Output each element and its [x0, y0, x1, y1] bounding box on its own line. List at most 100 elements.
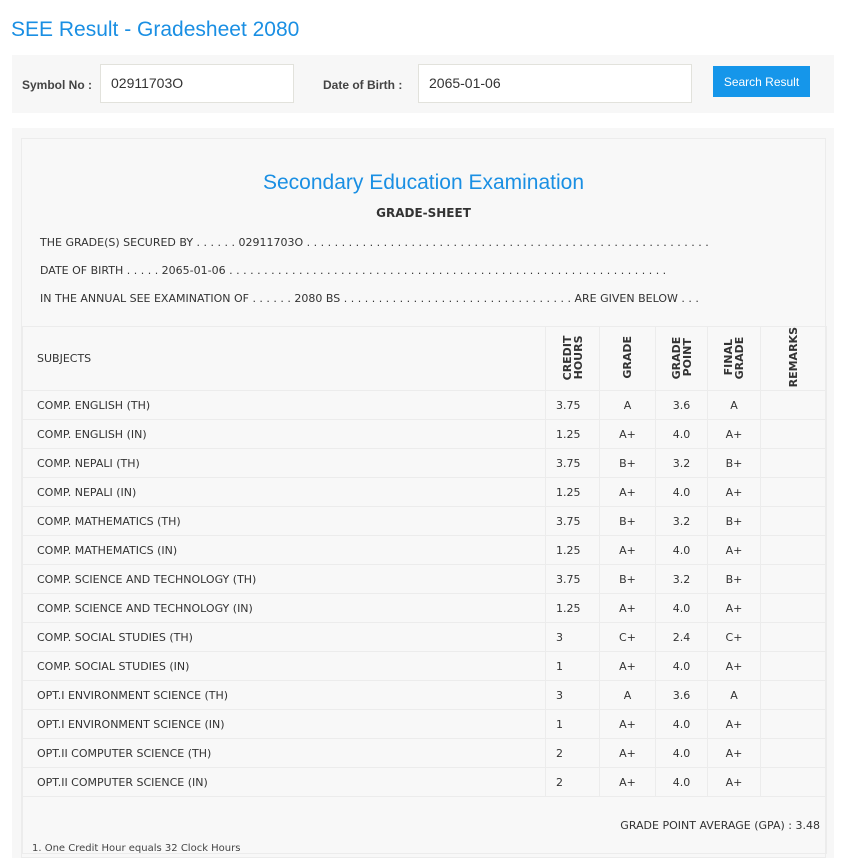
cell-grade: A+ — [599, 767, 656, 798]
cell-grade-point: 4.0 — [655, 767, 708, 798]
cell-grade: A+ — [599, 709, 656, 740]
cell-grade-point: 4.0 — [655, 477, 708, 508]
cell-final-grade: A+ — [707, 535, 761, 566]
cell-remarks — [760, 506, 827, 537]
cell-grade-point: 4.0 — [655, 709, 708, 740]
cell-remarks — [760, 651, 827, 682]
cell-final-grade: B+ — [707, 506, 761, 537]
table-row: COMP. SOCIAL STUDIES (TH) 3 C+ 2.4 C+ — [22, 622, 827, 653]
cell-remarks — [760, 564, 827, 595]
cell-remarks — [760, 448, 827, 479]
gpa: GRADE POINT AVERAGE (GPA) : 3.48 — [22, 796, 827, 855]
cell-credit-hours: 1.25 — [545, 477, 600, 508]
dob-input[interactable]: 2065-01-06 — [418, 64, 692, 103]
table-row: COMP. ENGLISH (TH) 3.75 A 3.6 A — [22, 390, 827, 421]
cell-grade-point: 4.0 — [655, 593, 708, 624]
cell-credit-hours: 3 — [545, 680, 600, 711]
cell-grade: C+ — [599, 622, 656, 653]
cell-final-grade: A — [707, 680, 761, 711]
cell-subject: COMP. ENGLISH (IN) — [22, 419, 546, 450]
search-form: Symbol No : 02911703O Date of Birth : 20… — [12, 55, 834, 113]
symbol-label: Symbol No : — [22, 78, 93, 92]
exam-line: IN THE ANNUAL SEE EXAMINATION OF . . . .… — [40, 292, 699, 305]
cell-credit-hours: 3.75 — [545, 506, 600, 537]
cell-grade: A+ — [599, 535, 656, 566]
cell-grade: A+ — [599, 419, 656, 450]
cell-credit-hours: 1.25 — [545, 419, 600, 450]
search-result-button[interactable]: Search Result — [713, 66, 810, 97]
cell-grade: A — [599, 680, 656, 711]
cell-subject: OPT.II COMPUTER SCIENCE (TH) — [22, 738, 546, 769]
cell-credit-hours: 3.75 — [545, 390, 600, 421]
cell-grade: A+ — [599, 738, 656, 769]
exam-title: Secondary Education Examination — [262, 171, 585, 194]
cell-credit-hours: 3.75 — [545, 564, 600, 595]
table-row: COMP. NEPALI (IN) 1.25 A+ 4.0 A+ — [22, 477, 827, 508]
table-header: SUBJECTS CREDIT HOURS GRADE GRADE POINT … — [22, 325, 827, 392]
cell-grade-point: 3.2 — [655, 506, 708, 537]
cell-grade: A — [599, 390, 656, 421]
grades-table: SUBJECTS CREDIT HOURS GRADE GRADE POINT … — [22, 325, 827, 855]
cell-grade-point: 3.6 — [655, 390, 708, 421]
table-row: COMP. ENGLISH (IN) 1.25 A+ 4.0 A+ — [22, 419, 827, 450]
cell-final-grade: A+ — [707, 651, 761, 682]
gradesheet-panel: Secondary Education Examination GRADE-SH… — [12, 128, 834, 858]
cell-grade-point: 3.6 — [655, 680, 708, 711]
cell-grade: B+ — [599, 564, 656, 595]
cell-grade-point: 4.0 — [655, 419, 708, 450]
header-final-grade: FINAL GRADE — [707, 325, 761, 392]
cell-remarks — [760, 709, 827, 740]
cell-subject: COMP. SCIENCE AND TECHNOLOGY (IN) — [22, 593, 546, 624]
table-row: OPT.I ENVIRONMENT SCIENCE (IN) 1 A+ 4.0 A+ — [22, 709, 827, 740]
cell-final-grade: A — [707, 390, 761, 421]
cell-remarks — [760, 622, 827, 653]
footnote: 1. One Credit Hour equals 32 Clock Hours — [32, 843, 241, 854]
table-row: COMP. MATHEMATICS (IN) 1.25 A+ 4.0 A+ — [22, 535, 827, 566]
table-row: COMP. SCIENCE AND TECHNOLOGY (IN) 1.25 A+ 4… — [22, 593, 827, 624]
cell-remarks — [760, 767, 827, 798]
cell-subject: OPT.I ENVIRONMENT SCIENCE (TH) — [22, 680, 546, 711]
cell-subject: OPT.I ENVIRONMENT SCIENCE (IN) — [22, 709, 546, 740]
cell-grade-point: 2.4 — [655, 622, 708, 653]
cell-credit-hours: 1 — [545, 709, 600, 740]
table-row: COMP. SCIENCE AND TECHNOLOGY (TH) 3.75 B+ 3… — [22, 564, 827, 595]
cell-final-grade: B+ — [707, 448, 761, 479]
cell-credit-hours: 1.25 — [545, 593, 600, 624]
cell-final-grade: A+ — [707, 709, 761, 740]
cell-grade: B+ — [599, 448, 656, 479]
cell-grade-point: 4.0 — [655, 738, 708, 769]
header-subjects: SUBJECTS — [22, 325, 546, 392]
cell-final-grade: B+ — [707, 564, 761, 595]
cell-subject: COMP. SOCIAL STUDIES (TH) — [22, 622, 546, 653]
cell-final-grade: A+ — [707, 477, 761, 508]
cell-credit-hours: 3.75 — [545, 448, 600, 479]
cell-credit-hours: 1.25 — [545, 535, 600, 566]
dob-line: DATE OF BIRTH . . . . . 2065-01-06 . . .… — [40, 264, 667, 277]
cell-subject: OPT.II COMPUTER SCIENCE (IN) — [22, 767, 546, 798]
cell-credit-hours: 1 — [545, 651, 600, 682]
table-row: COMP. MATHEMATICS (TH) 3.75 B+ 3.2 B+ — [22, 506, 827, 537]
cell-remarks — [760, 593, 827, 624]
cell-grade: A+ — [599, 477, 656, 508]
symbol-input[interactable]: 02911703O — [100, 64, 294, 103]
table-row: OPT.II COMPUTER SCIENCE (IN) 2 A+ 4.0 A+ — [22, 767, 827, 798]
cell-final-grade: A+ — [707, 593, 761, 624]
cell-remarks — [760, 680, 827, 711]
table-row: OPT.I ENVIRONMENT SCIENCE (TH) 3 A 3.6 A — [22, 680, 827, 711]
cell-subject: COMP. NEPALI (IN) — [22, 477, 546, 508]
header-credit-hours: CREDIT HOURS — [545, 325, 600, 392]
cell-final-grade: A+ — [707, 767, 761, 798]
cell-final-grade: A+ — [707, 738, 761, 769]
cell-grade-point: 4.0 — [655, 535, 708, 566]
cell-grade: A+ — [599, 651, 656, 682]
table-row: COMP. SOCIAL STUDIES (IN) 1 A+ 4.0 A+ — [22, 651, 827, 682]
cell-grade-point: 3.2 — [655, 448, 708, 479]
cell-grade: A+ — [599, 593, 656, 624]
cell-remarks — [760, 390, 827, 421]
secured-by-line: THE GRADE(S) SECURED BY . . . . . . 0291… — [40, 236, 709, 249]
cell-credit-hours: 2 — [545, 738, 600, 769]
cell-final-grade: C+ — [707, 622, 761, 653]
cell-subject: COMP. SOCIAL STUDIES (IN) — [22, 651, 546, 682]
dob-label: Date of Birth : — [323, 78, 403, 92]
cell-remarks — [760, 535, 827, 566]
